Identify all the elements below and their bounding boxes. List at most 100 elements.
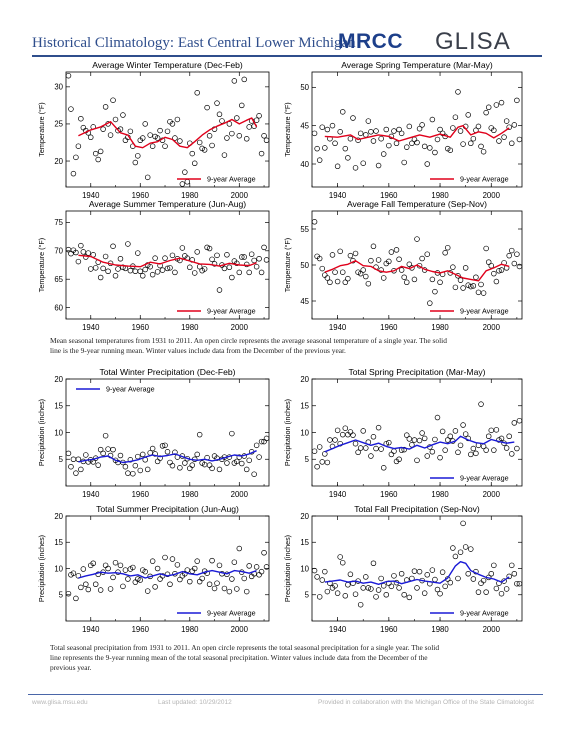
data-point xyxy=(194,90,200,96)
data-point xyxy=(416,568,423,575)
data-point xyxy=(375,162,382,169)
data-point xyxy=(378,267,384,273)
temperature-caption-line-2: line is the 9-year running mean. Winter … xyxy=(50,346,346,355)
data-point xyxy=(201,266,208,272)
data-point xyxy=(460,422,466,428)
data-point xyxy=(383,126,390,133)
data-point xyxy=(125,576,131,582)
data-point xyxy=(473,450,479,457)
data-point xyxy=(334,427,341,434)
data-point xyxy=(457,277,464,283)
data-point xyxy=(135,153,141,159)
data-point xyxy=(216,562,223,569)
running-average-line xyxy=(78,117,258,149)
data-point xyxy=(100,450,106,457)
y-tick-label: 25 xyxy=(54,120,63,129)
data-point xyxy=(204,570,210,576)
plot-frame xyxy=(311,71,523,188)
legend-label: 9-year Average xyxy=(207,175,256,184)
data-point xyxy=(147,263,153,270)
data-point xyxy=(311,567,318,574)
y-tick-label: 40 xyxy=(300,160,309,169)
data-point xyxy=(135,576,141,582)
y-tick-label: 10 xyxy=(300,564,309,573)
data-point xyxy=(437,590,443,597)
data-point xyxy=(142,121,148,127)
data-point xyxy=(450,125,456,131)
data-point xyxy=(334,590,341,596)
data-point xyxy=(194,558,200,564)
data-point xyxy=(169,462,176,469)
data-point xyxy=(251,257,257,264)
data-point xyxy=(95,156,101,163)
data-point xyxy=(102,253,109,260)
data-point xyxy=(342,425,349,431)
data-point xyxy=(209,465,215,472)
data-point xyxy=(380,583,387,589)
data-point xyxy=(110,243,116,249)
data-point xyxy=(229,430,235,437)
data-point xyxy=(363,273,369,280)
data-point xyxy=(352,440,359,447)
data-point xyxy=(117,452,124,459)
data-point xyxy=(373,594,379,600)
data-point xyxy=(329,252,336,258)
legend-label: 9-year Average xyxy=(460,307,509,316)
data-point xyxy=(465,112,471,118)
data-point xyxy=(332,583,338,589)
data-point xyxy=(125,241,131,247)
precipitation-caption-line-3: previous year. xyxy=(50,663,92,672)
data-point xyxy=(337,440,343,447)
data-point xyxy=(162,255,168,261)
data-point xyxy=(169,121,176,127)
x-tick-label: 1960 xyxy=(132,323,150,332)
running-average-line xyxy=(78,569,257,579)
data-point xyxy=(437,279,443,286)
data-point xyxy=(107,586,114,592)
data-point xyxy=(455,89,461,95)
data-point xyxy=(164,265,171,272)
y-tick-label: 65 xyxy=(54,275,63,284)
data-point xyxy=(142,266,148,273)
data-point xyxy=(206,581,213,587)
data-point xyxy=(246,269,252,276)
data-point xyxy=(375,424,382,431)
data-point xyxy=(157,262,163,269)
data-point xyxy=(391,573,397,579)
data-point xyxy=(144,588,151,594)
data-point xyxy=(149,143,156,149)
data-point xyxy=(199,575,205,582)
chart-title: Total Spring Precipitation (Mar-May) xyxy=(348,367,485,377)
y-tick-label: 5 xyxy=(59,591,64,600)
data-point xyxy=(424,572,430,578)
data-point xyxy=(162,554,168,561)
x-tick-label: 1960 xyxy=(380,191,398,200)
data-point xyxy=(378,575,384,582)
data-point xyxy=(509,140,515,147)
data-point xyxy=(97,587,104,593)
data-point xyxy=(253,442,260,449)
data-point xyxy=(112,116,119,123)
temperature-caption: Mean seasonal temperatures from 1931 to … xyxy=(50,336,530,356)
data-point xyxy=(396,126,402,133)
data-point xyxy=(429,449,436,455)
data-point xyxy=(398,130,405,137)
data-point xyxy=(102,104,109,110)
data-point xyxy=(70,570,77,576)
data-point xyxy=(224,571,230,578)
data-point xyxy=(216,466,223,473)
data-point xyxy=(107,132,114,138)
data-point xyxy=(314,145,320,152)
data-point xyxy=(457,128,464,134)
data-point xyxy=(95,462,101,468)
data-point xyxy=(498,435,505,442)
footer-website[interactable]: www.glisa.msu.edu xyxy=(32,699,88,706)
data-point xyxy=(194,451,200,458)
y-tick-label: 15 xyxy=(300,538,309,547)
data-point xyxy=(319,459,325,465)
data-point xyxy=(229,274,235,281)
data-point xyxy=(152,451,158,457)
y-axis-label: Temperature (°F) xyxy=(283,238,292,292)
data-point xyxy=(485,104,492,111)
